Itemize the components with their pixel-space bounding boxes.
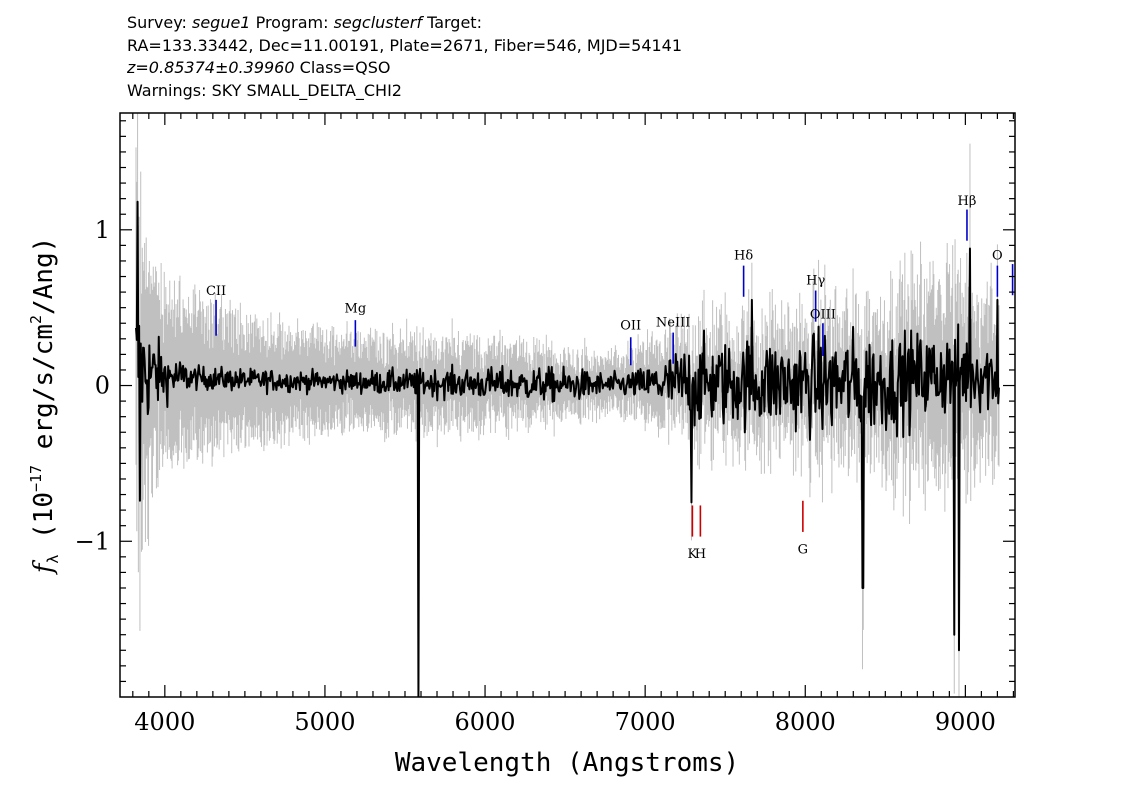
line-marker-label: NeIII [656, 315, 690, 330]
y-axis-title-text2: erg/s/cm [29, 324, 59, 465]
line-marker-label: OII [620, 318, 641, 333]
y-tick-label: 0 [95, 372, 110, 400]
line-marker: K [688, 505, 698, 562]
x-tick-label: 8000 [775, 708, 836, 736]
target-label: Target: [427, 13, 482, 32]
line-marker: CII [206, 284, 226, 336]
line-marker: Mg [345, 301, 367, 347]
line-marker: G [798, 500, 808, 557]
line-marker-label: H [695, 547, 706, 562]
plot-frame [119, 112, 1016, 698]
x-tick-label: 7000 [615, 708, 676, 736]
y-tick-label: 1 [95, 216, 110, 244]
y-tick-label: −1 [75, 527, 110, 555]
flux-spectrum [135, 200, 1000, 697]
x-tick-label: 9000 [935, 708, 996, 736]
header-line-survey: Survey: segue1 Program: segclusterf Targ… [127, 12, 682, 35]
x-tick-label: 4000 [134, 708, 195, 736]
y-axis-title-exp1: −17 [27, 465, 45, 492]
line-marker-label: K [688, 547, 698, 562]
line-marker: H [695, 505, 706, 562]
line-marker-layer: CII Mg OII NeIII Hδ Hγ OIII Hβ O KH G [206, 194, 1014, 562]
redshift-value: z=0.85374±0.39960 [127, 58, 295, 77]
line-marker: NeIII [656, 315, 690, 364]
program-name: segclusterf [333, 13, 422, 32]
survey-label: Survey: [127, 13, 187, 32]
object-class: Class=QSO [299, 58, 391, 77]
x-axis-title: Wavelength (Angstroms) [395, 748, 739, 778]
line-marker: Hβ [958, 194, 977, 241]
line-marker: O [992, 248, 1003, 297]
program-label: Program: [255, 13, 329, 32]
flux-spectrum-layer [135, 200, 1000, 697]
line-marker-label: CII [206, 284, 226, 299]
axis-tick-layer: 4000 5000 6000 7000 8000 9000 −1 0 1 [75, 113, 1015, 736]
y-axis-title-text1: (10 [29, 492, 59, 555]
line-marker-label: G [798, 542, 808, 557]
line-marker-label: Hγ [806, 273, 825, 288]
line-marker-label: Hδ [734, 248, 753, 263]
line-marker-label: O [992, 248, 1003, 263]
line-marker-label: OIII [810, 308, 836, 323]
y-axis-title: fλ (10−17 erg/s/cm2/Ang) [27, 237, 62, 576]
spectrum-header: Survey: segue1 Program: segclusterf Targ… [127, 12, 682, 102]
line-marker-label: Hβ [958, 194, 977, 209]
line-marker: Hδ [734, 248, 753, 297]
y-axis-title-exp2: 2 [27, 315, 45, 324]
line-marker: Hγ [806, 273, 825, 322]
y-axis-title-text3: /Ang) [29, 237, 59, 315]
y-axis-title-sub: λ [44, 555, 62, 564]
line-marker: OII [620, 318, 641, 366]
line-marker-label: Mg [345, 301, 367, 316]
header-line-warnings: Warnings: SKY SMALL_DELTA_CHI2 [127, 80, 402, 100]
line-marker: OIII [810, 308, 836, 356]
survey-name: segue1 [191, 13, 251, 32]
header-line-redshift: z=0.85374±0.39960 Class=QSO [127, 57, 682, 80]
x-tick-label: 5000 [294, 708, 355, 736]
header-line-coordinates: RA=133.33442, Dec=11.00191, Plate=2671, … [127, 35, 683, 55]
x-tick-label: 6000 [455, 708, 516, 736]
